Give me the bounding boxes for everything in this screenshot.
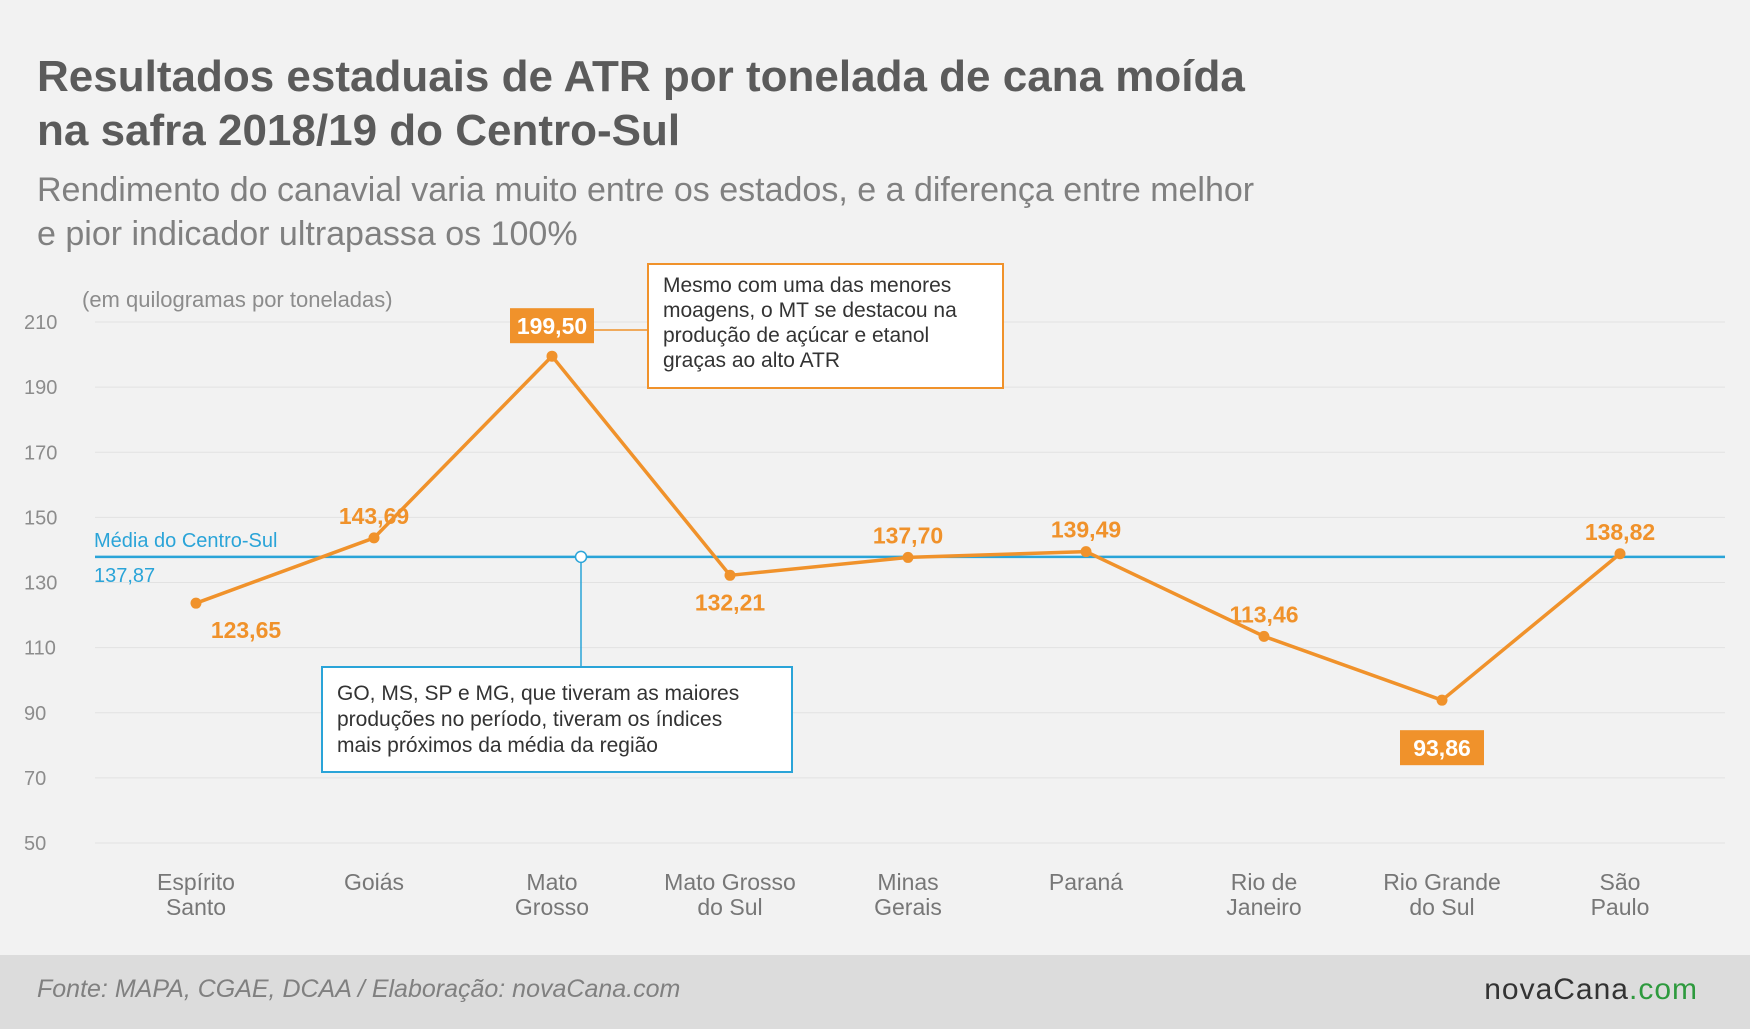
x-tick-label: Grosso bbox=[515, 894, 589, 920]
chart-subtitle: Rendimento do canavial varia muito entre… bbox=[37, 168, 1417, 256]
y-axis-unit-label: (em quilogramas por toneladas) bbox=[82, 287, 393, 312]
y-tick-label: 70 bbox=[24, 768, 46, 790]
data-value-label: 93,86 bbox=[1413, 735, 1471, 761]
data-value-label: 132,21 bbox=[695, 589, 766, 615]
data-value-label: 137,70 bbox=[873, 522, 943, 548]
subtitle-line-2: e pior indicador ultrapassa os 100% bbox=[37, 215, 578, 253]
average-name-label: Média do Centro-Sul bbox=[94, 530, 277, 552]
title-line-2: na safra 2018/19 do Centro-Sul bbox=[37, 106, 681, 155]
data-point bbox=[1614, 548, 1626, 560]
data-value-label: 113,46 bbox=[1229, 601, 1298, 627]
novacana-logo: novaCana.com bbox=[1484, 973, 1698, 1007]
x-tick-label: Janeiro bbox=[1226, 894, 1301, 920]
x-tick-label: Santo bbox=[166, 894, 226, 920]
data-point bbox=[1080, 546, 1092, 558]
annotation-text-line: graças ao alto ATR bbox=[663, 349, 840, 372]
data-value-label: 138,82 bbox=[1585, 519, 1655, 545]
annotation-text-line: moagens, o MT se destacou na bbox=[663, 299, 957, 322]
annotation-anchor-marker bbox=[574, 550, 588, 564]
logo-text: novaCana bbox=[1484, 973, 1629, 1006]
annotation-box bbox=[321, 666, 793, 773]
x-tick-label: São bbox=[1600, 869, 1641, 895]
y-tick-label: 90 bbox=[24, 703, 46, 725]
annotation-text-line: GO, MS, SP e MG, que tiveram as maiores bbox=[337, 682, 739, 705]
data-value-label: 143,69 bbox=[339, 503, 409, 529]
y-tick-label: 170 bbox=[24, 442, 57, 464]
data-point bbox=[1436, 694, 1448, 706]
y-tick-label: 50 bbox=[24, 833, 46, 855]
data-value-label: 139,49 bbox=[1051, 517, 1121, 543]
x-tick-label: Paraná bbox=[1049, 869, 1123, 895]
annotation-text-line: produções no período, tiveram os índices bbox=[337, 708, 722, 731]
y-tick-label: 130 bbox=[24, 573, 57, 595]
y-tick-label: 150 bbox=[24, 507, 57, 529]
logo-domain: .com bbox=[1628, 973, 1698, 1006]
x-tick-label: Minas bbox=[877, 869, 938, 895]
annotation-text-line: mais próximos da média da região bbox=[337, 734, 658, 757]
annotation-box bbox=[647, 263, 1004, 389]
data-point bbox=[902, 551, 914, 563]
data-point bbox=[724, 569, 736, 581]
data-point bbox=[368, 532, 380, 544]
footer: Fonte: MAPA, CGAE, DCAA / Elaboração: no… bbox=[0, 955, 1750, 1029]
data-point bbox=[1258, 630, 1270, 642]
source-note: Fonte: MAPA, CGAE, DCAA / Elaboração: no… bbox=[37, 975, 681, 1003]
value-label-box bbox=[1400, 730, 1484, 766]
x-tick-label: Rio Grande bbox=[1383, 869, 1501, 895]
x-tick-label: do Sul bbox=[697, 894, 762, 920]
x-tick-label: Mato Grosso bbox=[664, 869, 796, 895]
x-tick-label: Mato bbox=[526, 869, 577, 895]
subtitle-line-1: Rendimento do canavial varia muito entre… bbox=[37, 171, 1255, 209]
chart-title: Resultados estaduais de ATR por tonelada… bbox=[37, 50, 1417, 158]
annotation-text-line: produção de açúcar e etanol bbox=[663, 324, 929, 347]
x-tick-label: do Sul bbox=[1409, 894, 1474, 920]
y-tick-label: 110 bbox=[24, 638, 56, 660]
x-tick-label: Goiás bbox=[344, 869, 404, 895]
title-line-1: Resultados estaduais de ATR por tonelada… bbox=[37, 52, 1245, 101]
x-tick-label: Rio de bbox=[1231, 869, 1297, 895]
x-tick-label: Espírito bbox=[157, 869, 235, 895]
data-point bbox=[190, 597, 202, 609]
x-tick-label: Gerais bbox=[874, 894, 942, 920]
value-label-box bbox=[510, 308, 594, 344]
y-tick-label: 210 bbox=[24, 312, 57, 334]
data-point bbox=[546, 350, 558, 362]
x-tick-label: Paulo bbox=[1591, 894, 1650, 920]
data-value-label: 123,65 bbox=[211, 617, 282, 643]
data-value-label: 199,50 bbox=[517, 313, 587, 339]
line-chart: 50 70 90 110 130 150 170 190 210 (em quilogramas … bbox=[24, 263, 1725, 920]
annotation-text-line: Mesmo com uma das menores bbox=[663, 274, 951, 297]
y-tick-label: 190 bbox=[24, 377, 57, 399]
average-value-label: 137,87 bbox=[94, 565, 155, 587]
